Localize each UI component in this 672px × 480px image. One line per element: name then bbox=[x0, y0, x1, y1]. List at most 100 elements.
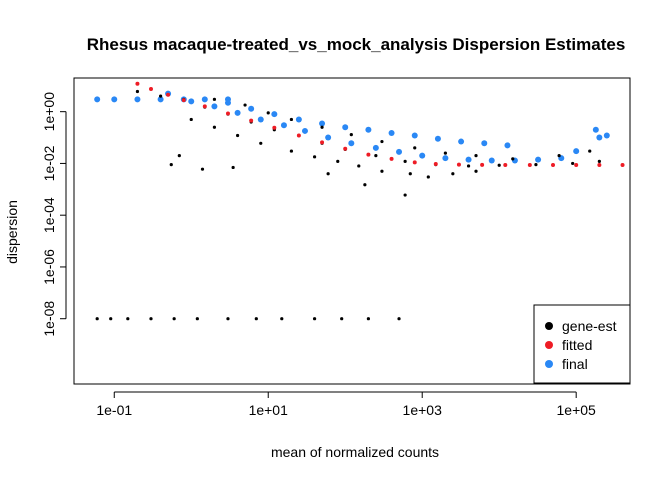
point-final-21 bbox=[488, 157, 495, 164]
legend-label-fitted: fitted bbox=[562, 337, 592, 353]
plot-points bbox=[94, 89, 610, 321]
point-gene-est-58 bbox=[413, 146, 417, 150]
point-fitted-7 bbox=[272, 125, 277, 130]
point-final-15 bbox=[348, 140, 355, 147]
point-final-13 bbox=[301, 127, 308, 134]
chart-title: Rhesus macaque-treated_vs_mock_analysis … bbox=[87, 35, 626, 54]
point-gene-est-53 bbox=[266, 111, 270, 115]
point-fitted-2 bbox=[166, 92, 171, 97]
point-fitted-9 bbox=[320, 140, 325, 145]
point-gene-est-60 bbox=[474, 154, 478, 158]
y-tick-label-2: 1e-04 bbox=[41, 197, 57, 233]
point-fitted-10 bbox=[343, 146, 348, 151]
x-axis: 1e-01 1e+01 1e+03 1e+05 bbox=[96, 391, 597, 418]
legend-label-final: final bbox=[562, 356, 588, 372]
point-gene-est-42 bbox=[289, 149, 294, 153]
point-gene-est-57 bbox=[380, 139, 384, 144]
point-gene-est-13 bbox=[177, 154, 181, 158]
point-fitted-14 bbox=[433, 162, 438, 167]
point-gene-est-46 bbox=[380, 169, 384, 173]
point-gene-est-38 bbox=[189, 117, 193, 122]
point-gene-est-20 bbox=[135, 89, 140, 94]
point-gene-est-2 bbox=[126, 317, 130, 321]
point-final-9 bbox=[211, 103, 218, 110]
point-gene-est-56 bbox=[349, 133, 353, 137]
point-gene-est-10 bbox=[340, 317, 344, 321]
legend: gene-est fitted final bbox=[533, 304, 631, 384]
point-final-20 bbox=[465, 156, 472, 163]
point-gene-est-31 bbox=[403, 159, 407, 163]
point-final-0 bbox=[94, 96, 101, 103]
point-final-39 bbox=[596, 134, 603, 141]
point-gene-est-40 bbox=[236, 133, 240, 138]
point-gene-est-62 bbox=[557, 154, 561, 158]
point-gene-est-1 bbox=[109, 317, 113, 321]
point-gene-est-15 bbox=[231, 165, 235, 170]
point-gene-est-41 bbox=[259, 141, 263, 145]
point-fitted-21 bbox=[597, 163, 602, 167]
point-gene-est-11 bbox=[366, 317, 370, 321]
point-gene-est-3 bbox=[149, 317, 153, 321]
legend-marker-final bbox=[545, 360, 553, 368]
point-gene-est-19 bbox=[403, 193, 407, 197]
point-final-5 bbox=[201, 96, 208, 103]
point-final-27 bbox=[271, 111, 278, 118]
point-fitted-16 bbox=[480, 162, 485, 167]
point-final-36 bbox=[481, 140, 488, 147]
point-final-19 bbox=[442, 155, 449, 162]
point-final-33 bbox=[411, 132, 418, 139]
point-final-35 bbox=[458, 138, 465, 145]
point-gene-est-14 bbox=[200, 167, 205, 171]
fitted-points bbox=[135, 81, 625, 167]
point-gene-est-43 bbox=[312, 155, 317, 159]
point-final-1 bbox=[111, 96, 118, 103]
point-gene-est-49 bbox=[451, 172, 455, 176]
point-gene-est-12 bbox=[397, 317, 401, 321]
y-tick-label-3: 1e-02 bbox=[41, 145, 57, 181]
x-tick-label-3: 1e+05 bbox=[557, 402, 597, 418]
point-gene-est-7 bbox=[254, 317, 258, 321]
point-gene-est-30 bbox=[374, 154, 378, 158]
point-fitted-17 bbox=[503, 163, 508, 167]
x-tick-label-1: 1e+01 bbox=[249, 402, 289, 418]
point-final-17 bbox=[396, 148, 403, 155]
y-tick-label-4: 1e+00 bbox=[41, 92, 57, 132]
point-final-12 bbox=[280, 122, 287, 129]
point-gene-est-55 bbox=[320, 125, 324, 129]
legend-label-gene-est: gene-est bbox=[562, 318, 617, 334]
x-axis-label: mean of normalized counts bbox=[271, 444, 439, 460]
point-final-2 bbox=[134, 96, 141, 103]
point-fitted-22 bbox=[620, 163, 625, 167]
point-gene-est-54 bbox=[289, 117, 294, 122]
point-gene-est-16 bbox=[169, 163, 173, 167]
point-gene-est-59 bbox=[443, 151, 447, 155]
point-final-31 bbox=[365, 126, 372, 133]
point-final-34 bbox=[434, 135, 441, 142]
point-fitted-4 bbox=[202, 104, 207, 109]
legend-marker-fitted bbox=[545, 341, 553, 349]
point-final-41 bbox=[592, 126, 599, 133]
point-final-26 bbox=[248, 105, 255, 112]
plot-frame bbox=[73, 77, 631, 385]
point-gene-est-6 bbox=[226, 317, 230, 321]
point-final-29 bbox=[319, 120, 326, 127]
point-gene-est-33 bbox=[466, 164, 471, 168]
point-gene-est-47 bbox=[408, 172, 412, 176]
point-final-25 bbox=[224, 99, 231, 106]
point-final-18 bbox=[419, 152, 426, 159]
point-final-8 bbox=[188, 98, 195, 105]
point-gene-est-61 bbox=[511, 157, 515, 161]
point-final-10 bbox=[234, 109, 241, 116]
point-final-28 bbox=[295, 116, 302, 123]
point-gene-est-48 bbox=[426, 175, 430, 179]
point-final-23 bbox=[535, 156, 542, 163]
point-fitted-8 bbox=[296, 133, 301, 138]
point-fitted-18 bbox=[527, 163, 532, 167]
point-gene-est-52 bbox=[243, 103, 247, 107]
point-final-16 bbox=[372, 144, 379, 151]
point-gene-est-63 bbox=[588, 149, 592, 153]
point-final-11 bbox=[257, 116, 264, 123]
point-gene-est-8 bbox=[280, 317, 284, 321]
point-fitted-6 bbox=[249, 118, 254, 123]
